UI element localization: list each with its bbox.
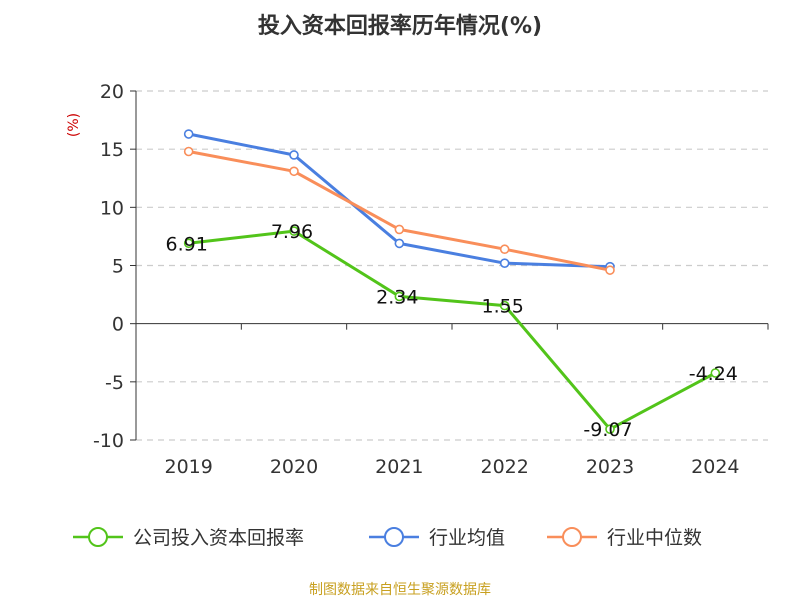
y-tick-label: -10 — [93, 430, 124, 452]
series-2-point — [394, 224, 405, 235]
legend-marker — [562, 527, 582, 547]
series-group: 6.91 7.96 2.34 1.55 -9.07 -4.24 — [166, 129, 738, 441]
x-tick-label: 2024 — [691, 456, 739, 478]
x-tick-label: 2021 — [375, 456, 423, 478]
data-label: 6.91 — [166, 233, 208, 255]
series-2-point — [499, 244, 510, 255]
legend-label: 行业均值 — [429, 527, 505, 549]
series-0-point — [499, 300, 510, 311]
series-0-point — [605, 424, 615, 434]
legend-label: 行业中位数 — [607, 527, 702, 549]
x-tick-label: 2020 — [270, 456, 318, 478]
series-1-point — [183, 129, 194, 139]
x-tick-labels: 2019 2020 2021 2022 2023 2024 — [164, 456, 739, 478]
legend: 公司投入资本回报率 行业均值 行业中位数 — [73, 527, 702, 549]
chart-title: 投入资本回报率历年情况(%) — [258, 13, 542, 39]
y-tick-labels: -10 -5 0 5 10 15 20 — [93, 81, 124, 452]
series-2-line — [188, 150, 611, 272]
series-0-point — [394, 291, 405, 302]
y-tick-label: 10 — [100, 197, 124, 219]
x-tick-label: 2019 — [164, 456, 212, 478]
series-2-point — [605, 265, 615, 275]
data-label: 1.55 — [482, 296, 524, 318]
legend-item: 行业中位数 — [547, 527, 702, 549]
series-0-point — [289, 226, 299, 236]
series-1-point — [289, 150, 299, 160]
data-label: 7.96 — [271, 221, 313, 243]
data-label: 2.34 — [376, 286, 418, 308]
y-tick-label: -5 — [105, 372, 124, 394]
axes — [130, 90, 769, 441]
series-0-point — [183, 238, 194, 249]
y-tick-label: 0 — [112, 314, 124, 336]
series-1-point — [394, 238, 405, 249]
series-0-line — [188, 229, 717, 431]
series-2-point — [183, 146, 194, 157]
legend-item: 公司投入资本回报率 — [73, 527, 304, 549]
y-axis-label: (%) — [66, 113, 82, 137]
source-note: 制图数据来自恒生聚源数据库 — [309, 582, 491, 598]
data-label: -9.07 — [583, 419, 632, 441]
series-2-point — [289, 166, 299, 177]
legend-marker — [384, 527, 404, 547]
x-tick-label: 2022 — [480, 456, 528, 478]
legend-marker — [88, 527, 108, 547]
y-tick-label: 20 — [100, 81, 124, 103]
y-tick-label: 5 — [112, 256, 124, 278]
x-tick-label: 2023 — [586, 456, 634, 478]
series-0-point — [710, 368, 721, 378]
legend-item: 行业均值 — [369, 527, 505, 549]
data-label: -4.24 — [689, 363, 738, 385]
series-1-point — [499, 258, 510, 268]
legend-label: 公司投入资本回报率 — [133, 527, 304, 549]
y-tick-label: 15 — [100, 139, 124, 161]
